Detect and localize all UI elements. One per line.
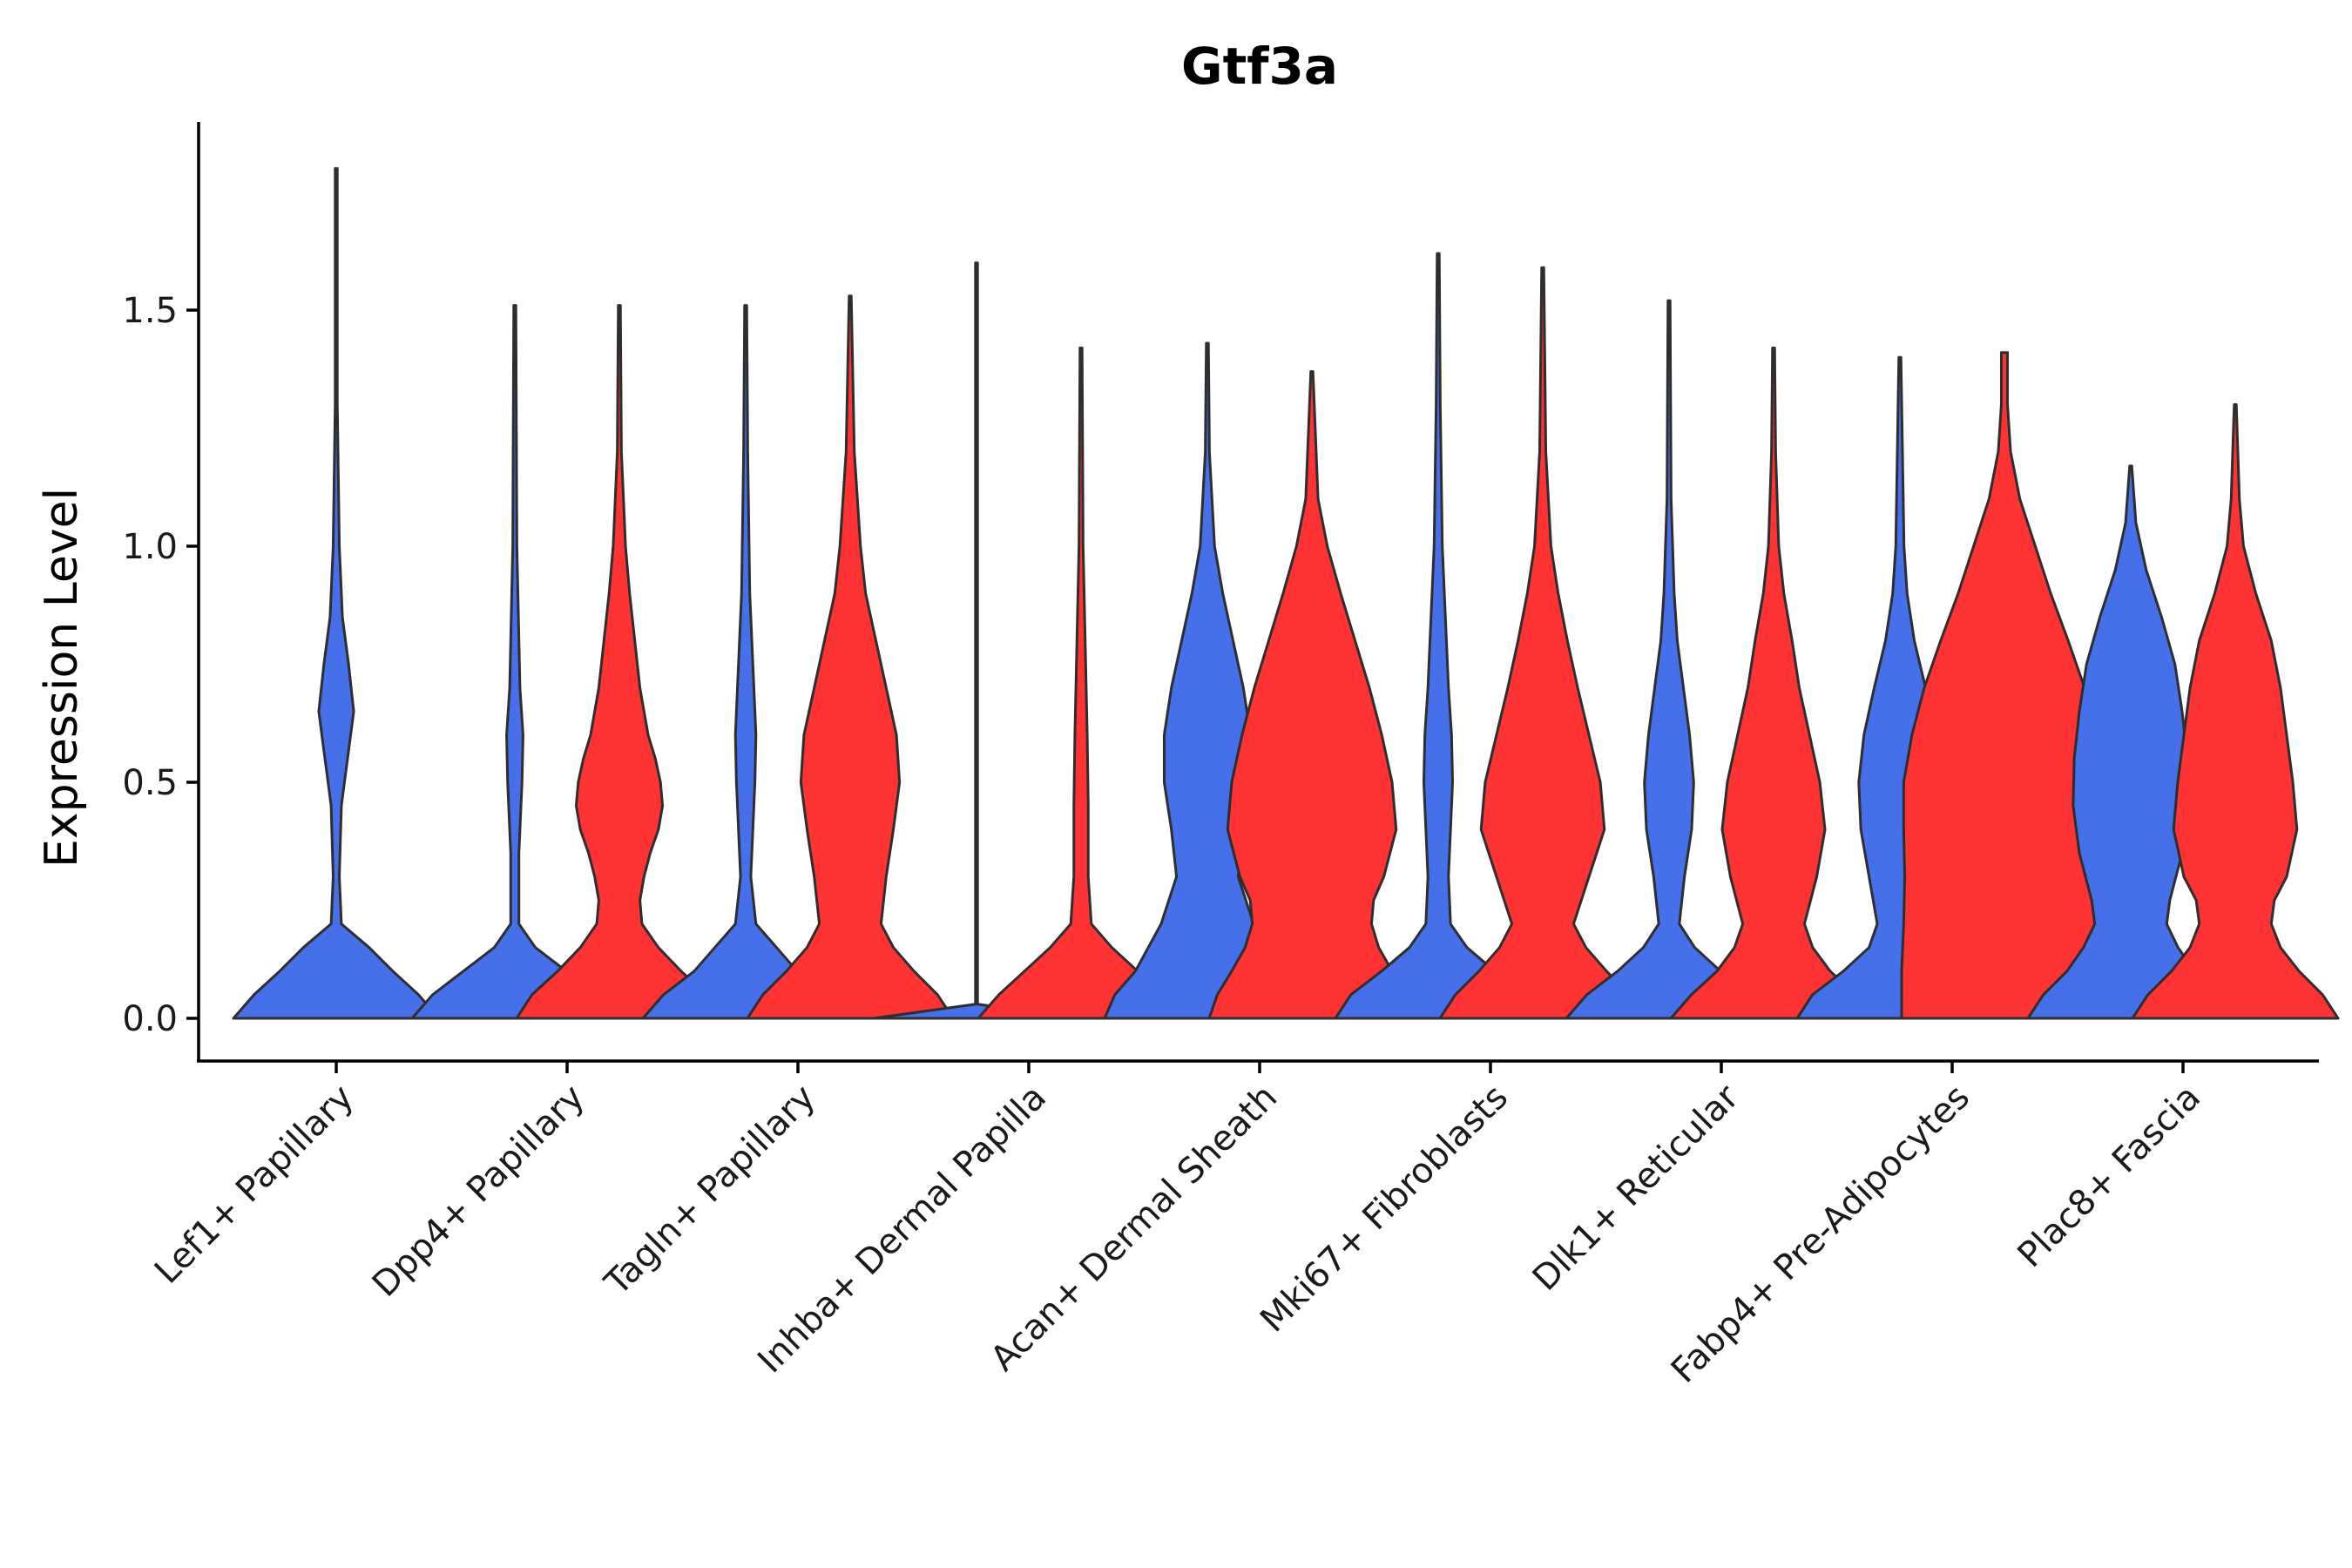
y-tick-label: 0.0	[122, 999, 178, 1039]
violin-red-3	[746, 294, 955, 1020]
violin-blue-1	[232, 166, 441, 1020]
violin-red-6	[1438, 266, 1647, 1020]
y-tick-label: 1.0	[122, 527, 178, 567]
violin-blue-4	[872, 261, 1081, 1020]
x-tick-label: Plac8+ Fascia	[2011, 1078, 2209, 1276]
violin-blue-7	[1565, 299, 1774, 1020]
x-tick-label: Dpp4+ Papillary	[365, 1078, 592, 1305]
x-tick-label: Lef1+ Papillary	[147, 1078, 362, 1292]
violin-blue-2	[410, 304, 619, 1020]
violin-red-4	[977, 346, 1186, 1020]
violin-blue-9	[2026, 464, 2235, 1020]
chart-title: Gtf3a	[1181, 37, 1338, 96]
violin-red-2	[515, 304, 724, 1020]
violin-red-7	[1669, 346, 1878, 1020]
x-tick-label: Tagln+ Papillary	[597, 1078, 823, 1304]
violin-blue-5	[1103, 341, 1312, 1020]
violin-red-8	[1900, 351, 2109, 1020]
y-tick-label: 0.5	[122, 763, 178, 803]
y-tick-label: 1.5	[122, 291, 178, 331]
violin-blue-3	[641, 304, 850, 1020]
violin-red-5	[1207, 369, 1416, 1020]
x-tick-label: Mki67+ Fibroblasts	[1253, 1078, 1516, 1341]
violin-red-9	[2131, 402, 2340, 1020]
y-ticks: 0.0 0.5 1.0 1.5	[122, 291, 199, 1039]
x-ticks: Lef1+ Papillary Dpp4+ Papillary Tagln+ Pap…	[147, 1061, 2208, 1391]
violin-blue-6	[1334, 252, 1543, 1020]
violins-layer	[232, 166, 2340, 1020]
x-tick-label: Dlk1+ Reticular	[1525, 1077, 1747, 1299]
y-axis-label: Expression Level	[36, 488, 88, 868]
